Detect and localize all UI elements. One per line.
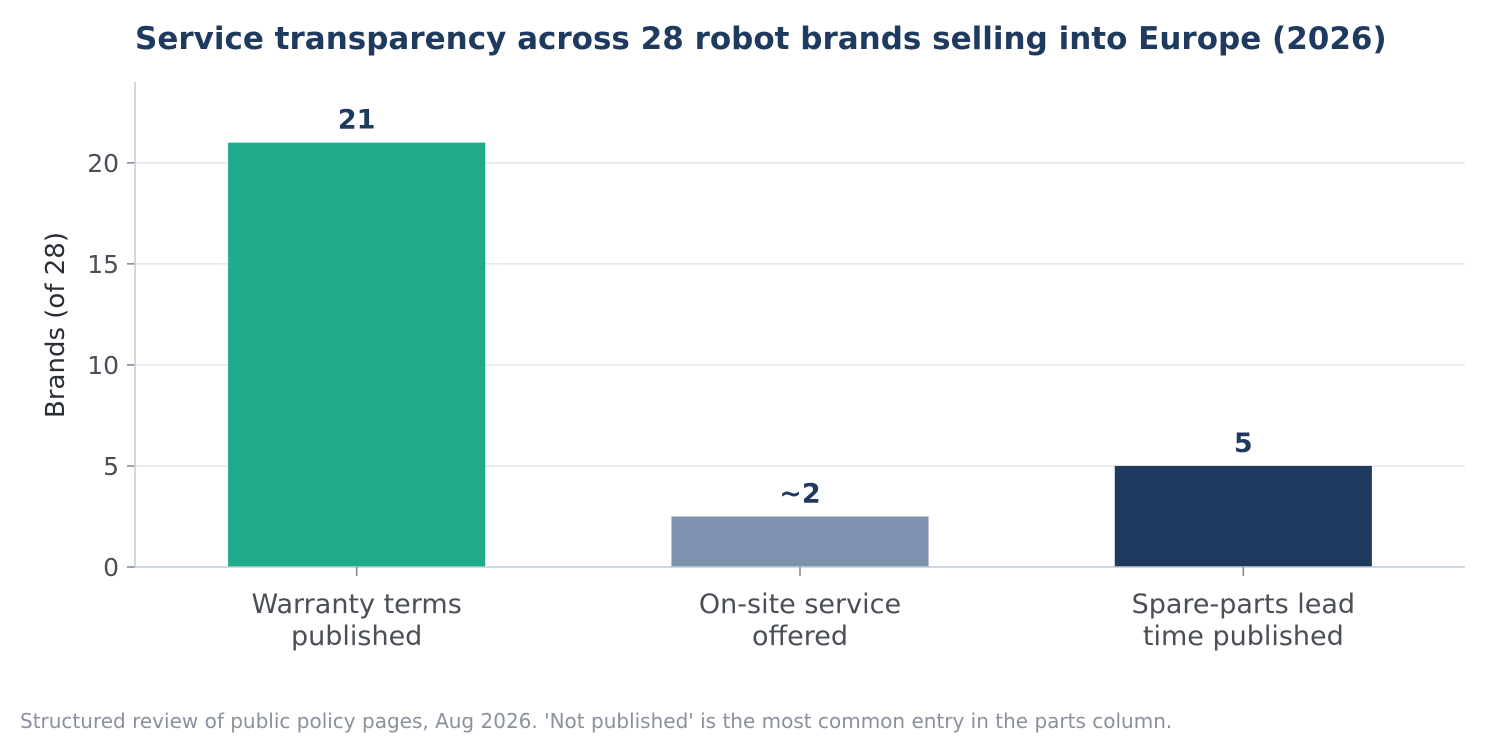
data-label: 21 — [338, 105, 376, 136]
y-tick-label: 5 — [103, 452, 119, 481]
x-tick-label: Warranty terms published — [252, 589, 462, 652]
bar — [1114, 465, 1372, 567]
x-tick-label: On-site service offered — [699, 589, 901, 652]
axes: 0 5 10 15 20 Warranty terms published On-site s… — [87, 82, 1465, 652]
bar — [671, 516, 929, 567]
y-tick-label: 15 — [87, 250, 119, 279]
bars: 21 ~2 5 — [228, 105, 1372, 567]
y-tick-label: 20 — [87, 149, 119, 178]
footnote: Structured review of public policy pages… — [20, 709, 1172, 733]
y-tick-label: 0 — [103, 553, 119, 582]
y-tick-label: 10 — [87, 351, 119, 380]
bar — [228, 142, 486, 567]
data-label: 5 — [1234, 428, 1253, 459]
x-tick-label: Spare-parts lead time published — [1132, 589, 1356, 652]
chart-title: Service transparency across 28 robot bra… — [135, 21, 1387, 57]
y-axis-title: Brands (of 28) — [41, 232, 71, 418]
data-label: ~2 — [779, 478, 820, 509]
